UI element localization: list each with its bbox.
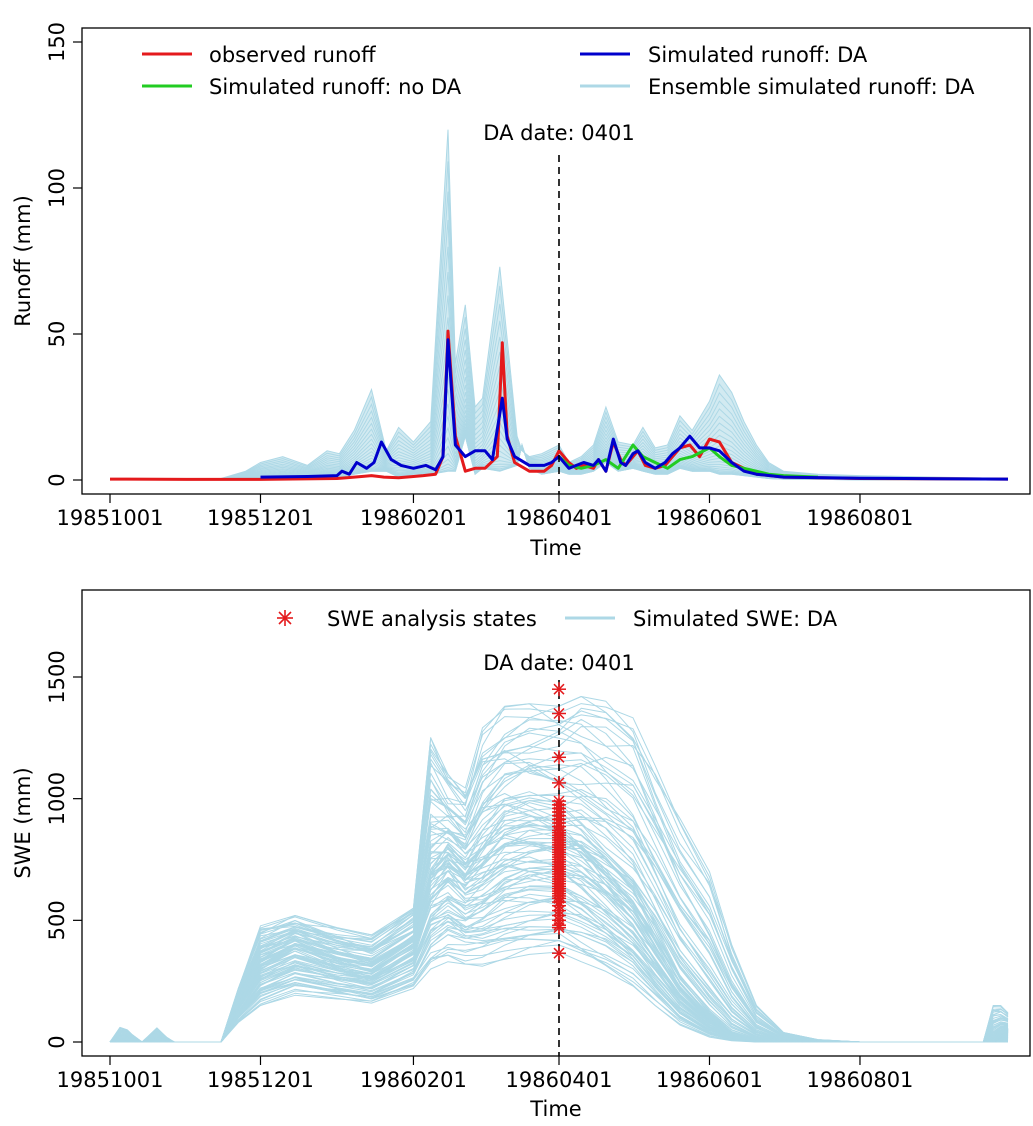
swe-x-tick-label: 19860401	[506, 1068, 613, 1092]
runoff-x-tick-label: 19860201	[360, 506, 467, 530]
runoff-panel: 19851001 19851201 19860201 19860401 19860601…	[11, 22, 1031, 560]
swe-analysis-state-point	[552, 920, 566, 935]
swe-analysis-state-point	[552, 682, 566, 697]
swe-x-tick-label: 19851001	[57, 1068, 164, 1092]
swe-y-tick-label: 0	[45, 1035, 69, 1048]
swe-x-axis-title: Time	[529, 1097, 581, 1121]
series-ensemble-simulated-runoff-da-member	[109, 389, 1009, 481]
series-ensemble-simulated-runoff-da-member	[109, 191, 1009, 481]
runoff-x-tick-label: 19860401	[506, 506, 613, 530]
runoff-y-tick-label: 50	[45, 321, 69, 348]
series-ensemble-simulated-runoff-da-member	[109, 161, 1009, 481]
series-ensemble-simulated-runoff-da-member	[109, 129, 1009, 481]
runoff-y-axis-title: Runoff (mm)	[11, 195, 35, 327]
runoff-plot-frame	[81, 27, 1031, 495]
swe-y-tick-label: 500	[45, 900, 69, 940]
runoff-plot-area	[109, 129, 1009, 494]
swe-x-tick-label: 19860801	[807, 1068, 914, 1092]
runoff-y-tick-label: 150	[45, 22, 69, 62]
runoff-x-tick-label: 19860601	[656, 506, 763, 530]
swe-da-date-annotation: DA date: 0401	[483, 651, 634, 675]
runoff-x-tick-label: 19851201	[207, 506, 314, 530]
swe-legend: SWE analysis states Simulated SWE: DA	[277, 607, 838, 631]
legend-swatch-swe-analysis-states	[277, 610, 293, 626]
swe-x-tick-label: 19860601	[656, 1068, 763, 1092]
runoff-x-axis-title: Time	[529, 536, 581, 560]
runoff-y-tick-label: 100	[45, 168, 69, 208]
swe-plot-area	[109, 680, 1009, 1056]
runoff-axes: 19851001 19851201 19860201 19860401 19860601…	[45, 22, 913, 530]
swe-analysis-state-point	[552, 946, 566, 961]
swe-plot-frame	[81, 589, 1031, 1057]
series-ensemble-simulated-runoff-da-member	[109, 219, 1009, 481]
runoff-da-date-annotation: DA date: 0401	[483, 121, 634, 145]
swe-axes: 19851001 19851201 19860201 19860401 19860601…	[45, 650, 913, 1092]
series-simulated-swe-da-member	[109, 696, 1009, 1043]
legend-label-ensemble-simulated-runoff-da: Ensemble simulated runoff: DA	[648, 75, 975, 99]
runoff-y-tick-label: 0	[45, 473, 69, 486]
series-ensemble-simulated-runoff-da-member	[109, 246, 1009, 481]
runoff-x-tick-label: 19851001	[57, 506, 164, 530]
runoff-legend: observed runoff Simulated runoff: DA Sim…	[142, 43, 975, 99]
swe-y-tick-label: 1500	[45, 650, 69, 703]
series-ensemble-simulated-runoff-da-member	[109, 295, 1009, 481]
runoff-x-tick-label: 19860801	[807, 506, 914, 530]
swe-analysis-state-point	[552, 706, 566, 721]
series-ensemble-simulated-runoff-da-member	[109, 271, 1009, 481]
swe-y-axis-title: SWE (mm)	[11, 767, 35, 878]
swe-y-tick-label: 1000	[45, 772, 69, 825]
legend-label-observed-runoff: observed runoff	[209, 43, 376, 67]
series-ensemble-simulated-runoff-da-member	[109, 373, 1009, 481]
legend-label-swe-analysis-states: SWE analysis states	[327, 607, 537, 631]
legend-label-simulated-swe-da: Simulated SWE: DA	[633, 607, 838, 631]
legend-label-simulated-runoff-da: Simulated runoff: DA	[648, 43, 868, 67]
swe-panel: 19851001 19851201 19860201 19860401 19860601…	[11, 589, 1031, 1121]
legend-label-simulated-runoff-no-da: Simulated runoff: no DA	[209, 75, 462, 99]
series-ensemble-simulated-runoff-da-member	[109, 356, 1009, 481]
swe-analysis-state-point	[552, 775, 566, 790]
swe-analysis-state-point	[552, 750, 566, 765]
series-observed-runoff	[109, 329, 1009, 481]
swe-x-tick-label: 19851201	[207, 1068, 314, 1092]
swe-x-tick-label: 19860201	[360, 1068, 467, 1092]
